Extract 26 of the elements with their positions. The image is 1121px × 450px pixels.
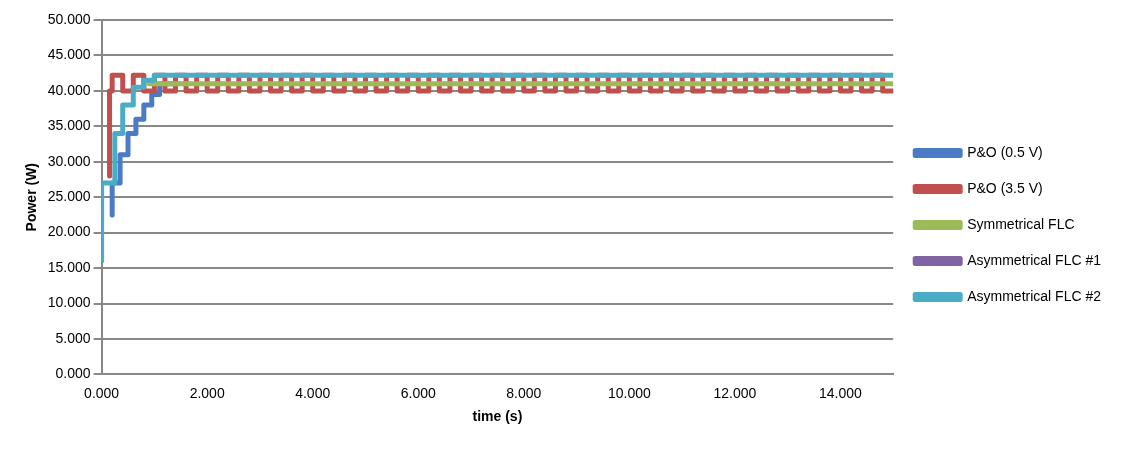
y-tick-label: 20.000 bbox=[47, 223, 91, 240]
x-tick-label: 0.000 bbox=[84, 384, 120, 401]
legend-label: Asymmetrical FLC #2 bbox=[967, 287, 1102, 304]
y-tick-label: 40.000 bbox=[47, 81, 91, 98]
x-tick-label: 8.000 bbox=[506, 384, 542, 401]
y-tick-label: 25.000 bbox=[47, 188, 91, 205]
x-tick-label: 14.000 bbox=[819, 384, 863, 401]
y-tick-label: 0.000 bbox=[55, 365, 91, 382]
y-tick-label: 10.000 bbox=[47, 294, 91, 311]
legend-label: P&O (0.5 V) bbox=[967, 143, 1043, 160]
x-axis-title: time (s) bbox=[472, 408, 523, 425]
y-tick-label: 15.000 bbox=[47, 258, 91, 275]
legend-label: Asymmetrical FLC #1 bbox=[967, 251, 1102, 268]
y-tick-label: 30.000 bbox=[47, 152, 91, 169]
x-tick-label: 10.000 bbox=[607, 384, 651, 401]
y-tick-label: 50.000 bbox=[47, 10, 91, 27]
legend-label: P&O (3.5 V) bbox=[967, 179, 1043, 196]
legend-label: Symmetrical FLC bbox=[967, 215, 1075, 232]
y-axis-title: Power (W) bbox=[23, 162, 40, 232]
y-tick-label: 45.000 bbox=[47, 46, 91, 63]
x-tick-label: 2.000 bbox=[189, 384, 225, 401]
x-tick-label: 12.000 bbox=[713, 384, 757, 401]
x-tick-label: 6.000 bbox=[400, 384, 436, 401]
y-tick-label: 5.000 bbox=[55, 329, 91, 346]
y-tick-label: 35.000 bbox=[47, 117, 91, 134]
x-tick-label: 4.000 bbox=[295, 384, 331, 401]
